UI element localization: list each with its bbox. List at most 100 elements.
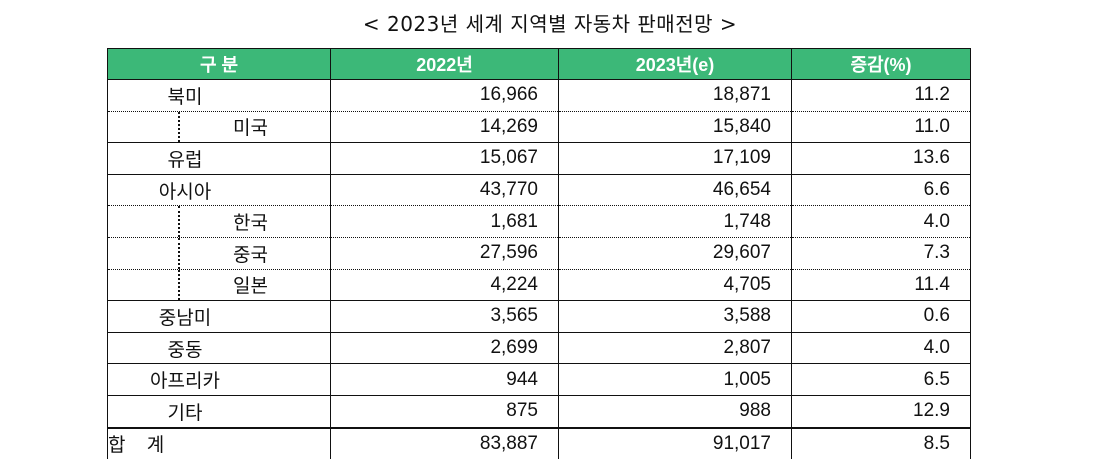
value-2022-cell: 27,596 <box>330 236 559 270</box>
header-region: 구 분 <box>107 48 331 80</box>
change-cell-text: 6.6 <box>923 179 950 201</box>
value-2022-cell: 14,269 <box>330 110 559 143</box>
value-2023-cell: 3,588 <box>558 300 792 333</box>
region-cell: 미국 <box>107 110 331 143</box>
region-cell: 아시아 <box>107 173 331 206</box>
change-cell: 12.9 <box>791 394 971 428</box>
table-row: 기타 875 988 12.9 <box>107 394 971 428</box>
value-2022-cell: 15,067 <box>330 142 559 175</box>
value-2022-cell: 1,681 <box>330 205 559 238</box>
value-2022-cell-text: 875 <box>506 400 538 422</box>
change-cell-text: 12.9 <box>913 400 950 422</box>
region-cell-text: 북미 <box>167 85 203 108</box>
value-2023-cell: 988 <box>558 394 792 428</box>
value-2022-cell: 3,565 <box>330 300 559 333</box>
value-2023-cell-text: 4,705 <box>723 273 771 295</box>
table-row: 중동 2,699 2,807 4.0 <box>107 331 971 364</box>
sales-forecast-table: 구 분 2022년 2023년(e) 증감(%) 북미 16,966 18,871 1… <box>107 48 971 459</box>
region-cell-text: 중동 <box>167 338 203 361</box>
change-cell: 11.2 <box>791 79 971 112</box>
region-cell-text: 유럽 <box>167 148 203 171</box>
value-2023-cell: 29,607 <box>558 236 792 270</box>
region-cell-text: 미국 <box>233 117 268 140</box>
value-2023-cell-text: 17,109 <box>712 147 771 169</box>
region-cell: 일본 <box>107 268 331 301</box>
table-row: 합 계 83,887 91,017 8.5 <box>107 426 971 459</box>
region-cell-text: 합 계 <box>108 435 173 457</box>
value-2022-cell: 83,887 <box>330 426 559 459</box>
value-2023-cell: 46,654 <box>558 173 792 206</box>
value-2023-cell: 1,748 <box>558 205 792 238</box>
value-2022-cell-text: 4,224 <box>490 273 538 295</box>
region-cell: 아프리카 <box>107 363 331 396</box>
table-row: 아시아 43,770 46,654 6.6 <box>107 173 971 206</box>
value-2022-cell: 944 <box>330 363 559 396</box>
region-cell: 중동 <box>107 331 331 364</box>
value-2023-cell: 91,017 <box>558 426 792 459</box>
value-2022-cell-text: 15,067 <box>479 147 538 169</box>
value-2023-cell-text: 46,654 <box>712 179 771 201</box>
change-cell-text: 4.0 <box>923 210 950 232</box>
value-2023-cell: 1,005 <box>558 363 792 396</box>
value-2023-cell: 2,807 <box>558 331 792 364</box>
value-2022-cell-text: 27,596 <box>479 242 538 264</box>
change-cell-text: 8.5 <box>923 432 950 454</box>
value-2023-cell: 4,705 <box>558 268 792 301</box>
table-row: 중남미 3,565 3,588 0.6 <box>107 300 971 333</box>
change-cell-text: 6.5 <box>923 368 950 390</box>
value-2023-cell: 18,871 <box>558 79 792 112</box>
page-title: < 2023년 세계 지역별 자동차 판매전망 > <box>362 12 738 36</box>
table-row: 아프리카 944 1,005 6.5 <box>107 363 971 396</box>
change-cell: 6.5 <box>791 363 971 396</box>
value-2023-cell-text: 3,588 <box>723 305 771 327</box>
change-cell: 6.6 <box>791 173 971 206</box>
change-cell-text: 13.6 <box>913 147 950 169</box>
change-cell: 8.5 <box>791 426 971 459</box>
region-cell: 합 계 <box>107 426 331 459</box>
value-2023-cell-text: 1,748 <box>723 210 771 232</box>
table-row: 한국 1,681 1,748 4.0 <box>107 205 971 238</box>
table-header-row: 구 분 2022년 2023년(e) 증감(%) <box>107 48 971 80</box>
table-row: 북미 16,966 18,871 11.2 <box>107 79 971 112</box>
region-cell: 북미 <box>107 79 331 112</box>
value-2022-cell-text: 2,699 <box>490 337 538 359</box>
value-2022-cell: 4,224 <box>330 268 559 301</box>
header-2022: 2022년 <box>330 48 559 80</box>
table-row: 중국 27,596 29,607 7.3 <box>107 236 971 270</box>
change-cell: 0.6 <box>791 300 971 333</box>
value-2022-cell-text: 83,887 <box>479 432 538 454</box>
region-cell: 중국 <box>107 236 331 270</box>
value-2022-cell-text: 16,966 <box>479 84 538 106</box>
region-cell-text: 일본 <box>233 275 268 298</box>
change-cell-text: 7.3 <box>923 242 950 264</box>
value-2022-cell-text: 1,681 <box>490 210 538 232</box>
value-2023-cell-text: 2,807 <box>723 337 771 359</box>
table-row: 일본 4,224 4,705 11.4 <box>107 268 971 301</box>
value-2023-cell-text: 18,871 <box>712 84 771 106</box>
header-change: 증감(%) <box>791 48 971 80</box>
value-2022-cell-text: 14,269 <box>479 115 538 137</box>
value-2022-cell-text: 43,770 <box>479 179 538 201</box>
value-2022-cell: 875 <box>330 394 559 428</box>
region-cell-text: 아시아 <box>158 180 212 203</box>
region-cell-text: 중남미 <box>158 306 212 329</box>
value-2022-cell: 43,770 <box>330 173 559 206</box>
change-cell: 11.4 <box>791 268 971 301</box>
change-cell: 13.6 <box>791 142 971 175</box>
header-2023e: 2023년(e) <box>558 48 792 80</box>
value-2023-cell-text: 15,840 <box>712 115 771 137</box>
value-2022-cell-text: 944 <box>506 368 538 390</box>
value-2022-cell: 2,699 <box>330 331 559 364</box>
change-cell-text: 0.6 <box>923 305 950 327</box>
table-row: 미국 14,269 15,840 11.0 <box>107 110 971 143</box>
region-cell: 기타 <box>107 394 331 428</box>
value-2022-cell-text: 3,565 <box>490 305 538 327</box>
region-cell-text: 아프리카 <box>150 370 220 393</box>
value-2023-cell: 17,109 <box>558 142 792 175</box>
value-2023-cell-text: 1,005 <box>723 368 771 390</box>
change-cell-text: 11.4 <box>914 273 950 295</box>
change-cell: 11.0 <box>791 110 971 143</box>
region-cell: 한국 <box>107 205 331 238</box>
change-cell: 4.0 <box>791 331 971 364</box>
change-cell-text: 11.2 <box>914 84 950 106</box>
